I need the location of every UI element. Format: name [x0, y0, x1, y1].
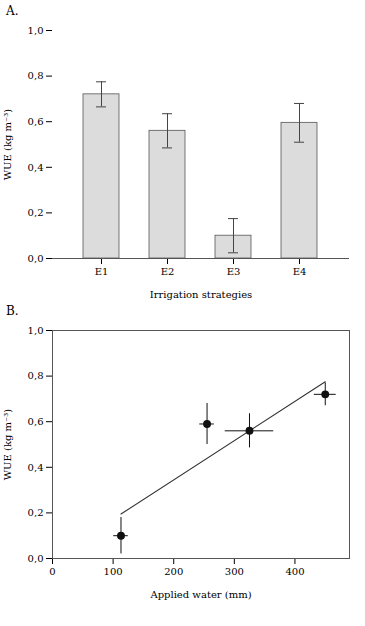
html-text:A.: A. [6, 4, 19, 18]
svg-text:E1: E1 [95, 266, 109, 277]
svg-text:100: 100 [104, 566, 123, 577]
svg-text:0,8: 0,8 [28, 70, 44, 81]
svg-text:0,6: 0,6 [28, 116, 44, 127]
html-text:B.: B. [6, 304, 19, 318]
svg-text:0: 0 [49, 566, 55, 577]
svg-text:200: 200 [164, 566, 183, 577]
svg-text:0,2: 0,2 [28, 507, 44, 518]
svg-text:0,0: 0,0 [28, 553, 44, 564]
svg-text:0,2: 0,2 [28, 207, 44, 218]
svg-text:E2: E2 [161, 266, 175, 277]
svg-text:WUE (kg m⁻³): WUE (kg m⁻³) [2, 109, 13, 180]
svg-text:0,0: 0,0 [28, 253, 44, 264]
svg-text:0,8: 0,8 [28, 370, 44, 381]
svg-text:Irrigation strategies: Irrigation strategies [150, 289, 252, 300]
svg-text:E4: E4 [293, 266, 307, 277]
svg-text:E3: E3 [227, 266, 241, 277]
svg-text:0,4: 0,4 [28, 462, 44, 473]
svg-text:WUE (kg m⁻³): WUE (kg m⁻³) [2, 409, 13, 480]
svg-text:300: 300 [225, 566, 244, 577]
svg-text:1,0: 1,0 [28, 325, 44, 336]
svg-text:Applied water (mm): Applied water (mm) [149, 589, 251, 600]
svg-text:1,0: 1,0 [28, 25, 44, 36]
svg-text:0,4: 0,4 [28, 162, 44, 173]
svg-text:0,6: 0,6 [28, 416, 44, 427]
svg-text:400: 400 [285, 566, 304, 577]
